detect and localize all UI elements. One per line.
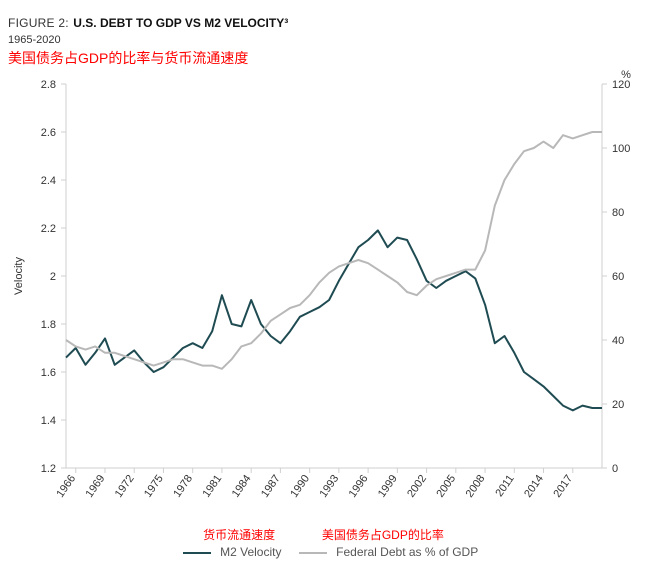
legend-cn-left: 货币流通速度 [203,528,275,542]
svg-text:1996: 1996 [347,473,371,500]
svg-text:2.2: 2.2 [41,223,56,235]
legend-row-en: M2 Velocity Federal Debt as % of GDP [0,545,647,559]
svg-text:20: 20 [612,399,624,411]
line-chart: 1.21.41.61.822.22.42.62.8020406080100120… [0,66,647,506]
svg-text:1978: 1978 [171,473,195,500]
svg-text:60: 60 [612,271,624,283]
svg-text:2.4: 2.4 [41,175,56,187]
svg-text:1975: 1975 [142,473,166,500]
svg-text:1.4: 1.4 [41,415,56,427]
legend-en-left: M2 Velocity [220,545,281,559]
svg-text:40: 40 [612,335,624,347]
svg-text:1999: 1999 [376,473,400,500]
svg-text:2: 2 [50,271,56,283]
svg-text:1987: 1987 [259,473,283,500]
figure-container: FIGURE 2: U.S. DEBT TO GDP VS M2 VELOCIT… [0,0,647,569]
svg-text:2.8: 2.8 [41,79,56,91]
svg-text:0: 0 [612,463,618,475]
svg-text:1.6: 1.6 [41,367,56,379]
legend-swatch-debt [299,552,327,554]
legend-row-cn: 货币流通速度 美国债务占GDP的比率 [0,526,647,543]
svg-text:1969: 1969 [84,473,108,500]
legend-swatch-m2 [183,552,211,554]
svg-text:2014: 2014 [522,473,546,500]
svg-text:1993: 1993 [317,473,341,500]
figure-label: FIGURE 2: [8,16,69,30]
svg-text:2005: 2005 [434,473,458,500]
svg-text:1972: 1972 [113,473,137,500]
svg-text:1.2: 1.2 [41,463,56,475]
svg-text:1990: 1990 [288,473,312,500]
svg-text:1.8: 1.8 [41,319,56,331]
figure-header: FIGURE 2: U.S. DEBT TO GDP VS M2 VELOCIT… [8,14,639,68]
svg-text:2008: 2008 [464,473,488,500]
legend-en-right: Federal Debt as % of GDP [336,545,478,559]
figure-years: 1965-2020 [8,34,639,46]
svg-text:100: 100 [612,143,630,155]
svg-text:2011: 2011 [493,473,516,499]
figure-title: U.S. DEBT TO GDP VS M2 VELOCITY³ [73,16,288,30]
legend-cn-right: 美国债务占GDP的比率 [322,528,444,542]
svg-text:2017: 2017 [551,473,575,500]
svg-text:2002: 2002 [405,473,429,500]
svg-text:80: 80 [612,207,624,219]
svg-text:1966: 1966 [54,473,78,500]
svg-text:Velocity: Velocity [13,257,25,295]
svg-text:%: % [621,69,631,81]
svg-text:1981: 1981 [201,473,225,500]
svg-text:2.6: 2.6 [41,127,56,139]
figure-subtitle-cn: 美国债务占GDP的比率与货币流通速度 [8,48,639,68]
svg-text:1984: 1984 [230,473,254,500]
